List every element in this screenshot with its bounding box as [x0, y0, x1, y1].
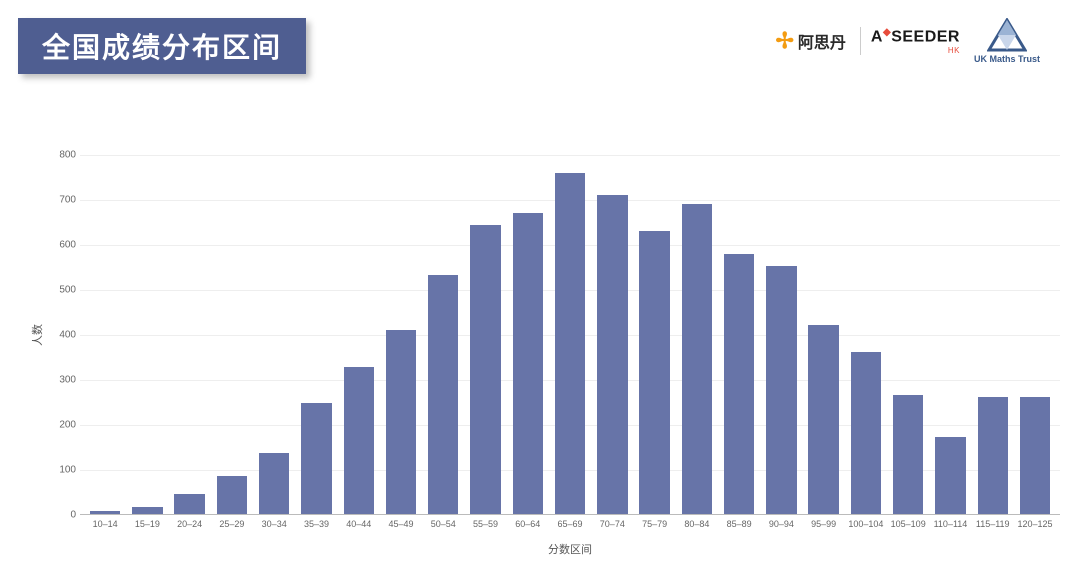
bar-slot — [803, 155, 845, 514]
x-axis-labels: 10–1415–1920–2425–2930–3435–3940–4445–49… — [80, 519, 1060, 529]
bar-slot — [845, 155, 887, 514]
bar — [90, 511, 120, 514]
page-title: 全国成绩分布区间 — [18, 18, 306, 74]
y-tick-label: 0 — [52, 510, 76, 521]
x-tick-label: 10–14 — [84, 519, 126, 529]
bar — [978, 397, 1008, 514]
bar — [174, 494, 204, 514]
x-tick-label: 90–94 — [760, 519, 802, 529]
x-tick-label: 15–19 — [126, 519, 168, 529]
seeder-logo: A◆SEEDER HK — [860, 27, 960, 55]
x-tick-label: 55–59 — [464, 519, 506, 529]
bar-slot — [169, 155, 211, 514]
bar-slot — [253, 155, 295, 514]
bar — [217, 476, 247, 514]
plot-area — [80, 155, 1060, 515]
bar-slot — [718, 155, 760, 514]
bar — [724, 254, 754, 514]
bar — [935, 437, 965, 514]
bar-slot — [422, 155, 464, 514]
x-tick-label: 115–119 — [972, 519, 1014, 529]
y-tick-label: 100 — [52, 465, 76, 476]
x-tick-label: 45–49 — [380, 519, 422, 529]
bar — [597, 195, 627, 514]
logo-group: ✢ 阿思丹 A◆SEEDER HK UK Maths Trust — [775, 18, 1040, 64]
bar-slot — [887, 155, 929, 514]
bar — [344, 367, 374, 514]
x-tick-label: 120–125 — [1014, 519, 1056, 529]
y-tick-label: 200 — [52, 420, 76, 431]
bar — [808, 325, 838, 514]
x-tick-label: 50–54 — [422, 519, 464, 529]
bar — [555, 173, 585, 514]
x-tick-label: 80–84 — [676, 519, 718, 529]
bar-slot — [972, 155, 1014, 514]
x-tick-label: 75–79 — [633, 519, 675, 529]
bar-slot — [211, 155, 253, 514]
x-tick-label: 35–39 — [295, 519, 337, 529]
bar-slot — [126, 155, 168, 514]
y-tick-label: 500 — [52, 285, 76, 296]
bar-slot — [549, 155, 591, 514]
bar-slot — [295, 155, 337, 514]
bar-slot — [676, 155, 718, 514]
asdan-star-icon: ✢ — [775, 30, 793, 52]
y-axis: 0100200300400500600700800 — [52, 155, 76, 515]
bar-slot — [1014, 155, 1056, 514]
bar — [639, 231, 669, 515]
y-tick-label: 800 — [52, 150, 76, 161]
bar-slot — [507, 155, 549, 514]
asdan-cn-text: 阿思丹 — [798, 29, 846, 53]
x-tick-label: 30–34 — [253, 519, 295, 529]
x-tick-label: 95–99 — [803, 519, 845, 529]
bar — [428, 275, 458, 514]
bar-slot — [760, 155, 802, 514]
ukmt-label: UK Maths Trust — [974, 54, 1040, 64]
bar — [851, 352, 881, 514]
bar-slot — [929, 155, 971, 514]
bar — [132, 507, 162, 514]
x-tick-label: 105–109 — [887, 519, 929, 529]
y-axis-title: 人数 — [29, 324, 45, 346]
x-tick-label: 100–104 — [845, 519, 887, 529]
asdan-logo: ✢ 阿思丹 — [775, 29, 845, 53]
bar-slot — [84, 155, 126, 514]
bar — [1020, 397, 1050, 514]
bar — [513, 213, 543, 515]
x-tick-label: 85–89 — [718, 519, 760, 529]
bar — [386, 330, 416, 514]
x-tick-label: 70–74 — [591, 519, 633, 529]
x-tick-label: 25–29 — [211, 519, 253, 529]
bar — [470, 225, 500, 514]
seeder-prefix: A — [871, 28, 883, 45]
bars-group — [80, 155, 1060, 514]
bar-slot — [338, 155, 380, 514]
ukmt-triangle-icon — [987, 18, 1027, 52]
x-tick-label: 110–114 — [929, 519, 971, 529]
x-axis-title: 分数区间 — [80, 541, 1060, 557]
y-tick-label: 400 — [52, 330, 76, 341]
seeder-hk: HK — [871, 46, 960, 55]
y-tick-label: 600 — [52, 240, 76, 251]
x-tick-label: 65–69 — [549, 519, 591, 529]
x-tick-label: 60–64 — [507, 519, 549, 529]
ukmt-logo: UK Maths Trust — [974, 18, 1040, 64]
distribution-chart: 人数 0100200300400500600700800 10–1415–192… — [20, 155, 1060, 555]
bar — [766, 266, 796, 514]
bar — [259, 453, 289, 514]
seeder-text: SEEDER — [891, 28, 960, 45]
bar-slot — [633, 155, 675, 514]
bar-slot — [591, 155, 633, 514]
bar — [893, 395, 923, 514]
bar-slot — [464, 155, 506, 514]
x-tick-label: 20–24 — [169, 519, 211, 529]
bar — [682, 204, 712, 515]
bar — [301, 403, 331, 514]
y-tick-label: 300 — [52, 375, 76, 386]
y-tick-label: 700 — [52, 195, 76, 206]
bar-slot — [380, 155, 422, 514]
x-tick-label: 40–44 — [338, 519, 380, 529]
